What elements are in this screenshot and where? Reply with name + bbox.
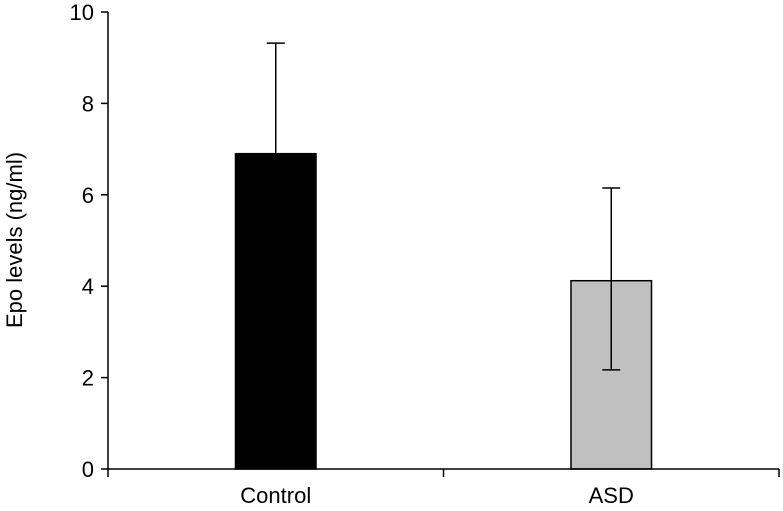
bars [234, 152, 653, 470]
y-tick-label: 10 [70, 0, 94, 25]
y-tick-label: 0 [82, 457, 94, 482]
y-tick-label: 2 [82, 366, 94, 391]
x-axis-ticks: Control ASD [107, 469, 780, 508]
axes [107, 12, 779, 470]
y-tick-label: 4 [82, 274, 94, 299]
y-tick-label: 8 [82, 91, 94, 116]
x-tick-label-asd: ASD [589, 483, 634, 508]
error-bars [266, 42, 621, 371]
y-axis-ticks: 0 2 4 6 8 10 [70, 0, 108, 482]
y-tick-label: 6 [82, 183, 94, 208]
y-axis-title: Epo levels (ng/ml) [2, 152, 27, 328]
bar-control [234, 152, 317, 470]
y-axis-title-group: Epo levels (ng/ml) [2, 152, 27, 328]
x-tick-label-control: Control [240, 483, 311, 508]
